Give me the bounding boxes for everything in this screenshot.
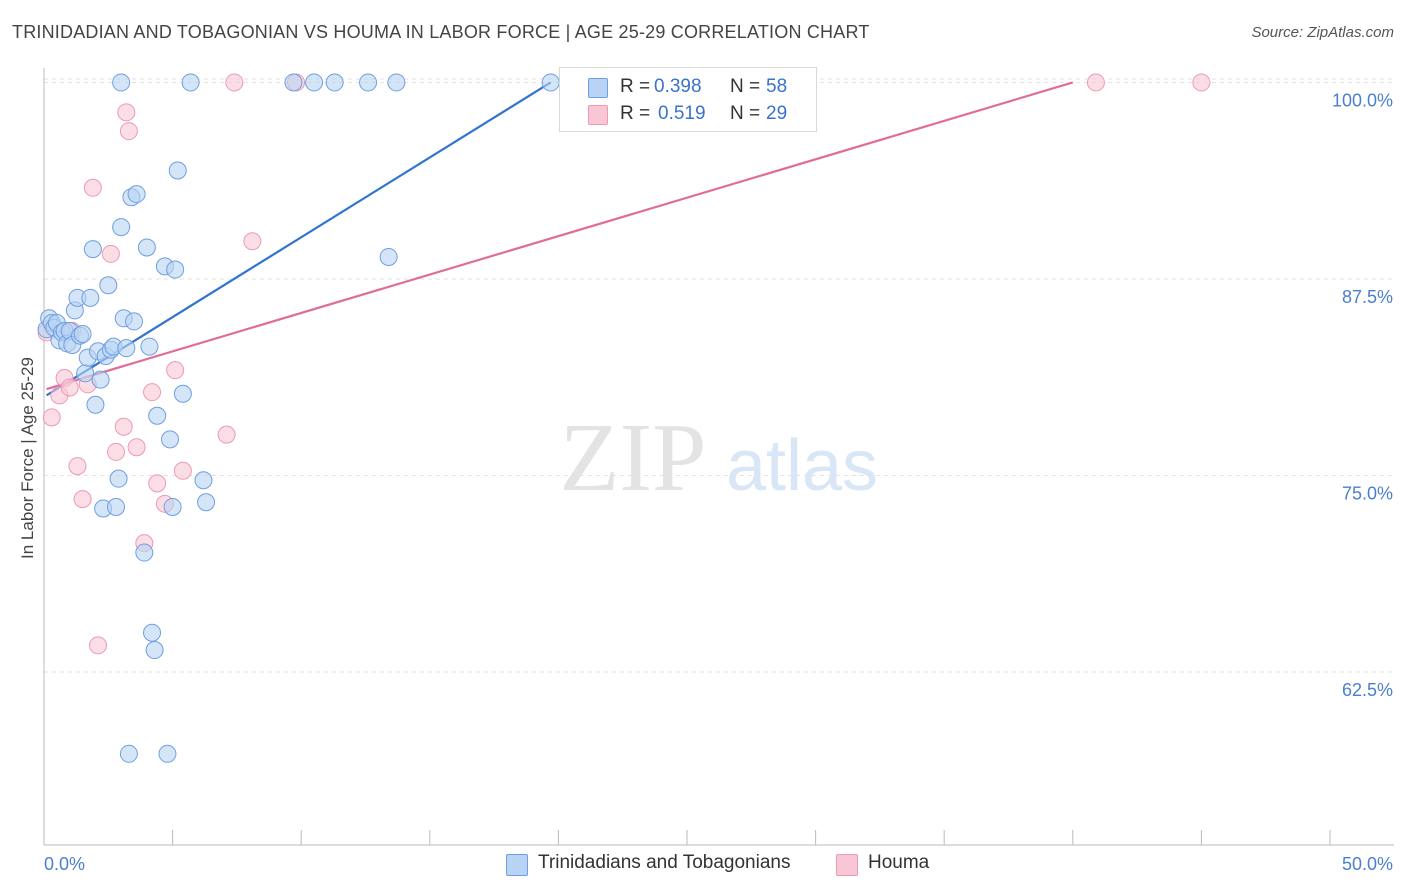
point-trinidadian: [125, 312, 144, 331]
y-tick-label: 100.0%: [1332, 90, 1393, 110]
point-houma: [101, 244, 120, 263]
point-houma: [68, 457, 87, 476]
point-houma: [114, 417, 133, 436]
point-trinidadian: [181, 73, 200, 92]
point-trinidadian: [145, 641, 164, 660]
point-houma: [173, 461, 192, 480]
y-tick-label: 62.5%: [1342, 680, 1393, 700]
point-trinidadian: [76, 364, 95, 383]
point-trinidadian: [197, 493, 216, 512]
point-trinidadian: [387, 73, 406, 92]
point-houma: [143, 383, 162, 402]
chart-title: TRINIDADIAN AND TOBAGONIAN VS HOUMA IN L…: [12, 22, 870, 42]
point-houma: [119, 122, 138, 141]
point-trinidadian: [158, 744, 177, 763]
point-trinidadian: [81, 288, 100, 307]
point-houma: [60, 378, 79, 397]
point-trinidadian: [127, 185, 146, 204]
point-trinidadian: [148, 406, 167, 425]
grid-lines: [44, 78, 1394, 673]
point-trinidadian: [140, 337, 159, 356]
trend-line-houma: [46, 81, 1074, 391]
legend-n-value: 58: [766, 76, 788, 97]
point-trinidadian: [163, 497, 182, 516]
legend-n-label: N =: [730, 76, 761, 97]
point-houma: [42, 408, 61, 427]
point-houma: [217, 425, 236, 444]
point-houma: [225, 73, 244, 92]
legend-r-value: 0.398: [654, 76, 702, 97]
y-tick-label: 75.0%: [1342, 484, 1393, 504]
point-houma: [89, 636, 108, 655]
legend-r-label: R =: [620, 103, 651, 124]
legend-r-value: 0.519: [658, 103, 706, 124]
point-houma: [1086, 73, 1105, 92]
point-trinidadian: [161, 430, 180, 449]
bottom-legend-swatch-pink: [836, 854, 858, 876]
correlation-legend: R = 0.398 N = 58 R = 0.519 N = 29: [559, 67, 817, 132]
axes: [43, 68, 1394, 846]
point-trinidadian: [91, 370, 110, 389]
point-trinidadian: [119, 744, 138, 763]
point-trinidadian: [194, 471, 213, 490]
point-trinidadian: [379, 247, 398, 266]
tick-labels: 62.5% 75.0% 87.5% 100.0% 0.0% 50.0%: [44, 90, 1393, 874]
point-trinidadian: [137, 238, 156, 257]
point-houma: [148, 474, 167, 493]
point-trinidadian: [112, 73, 131, 92]
point-trinidadian: [83, 240, 102, 259]
point-trinidadian: [143, 623, 162, 642]
point-trinidadian: [107, 497, 126, 516]
point-houma: [166, 361, 185, 380]
point-houma: [127, 438, 146, 457]
bottom-legend-label: Trinidadians and Tobagonians: [538, 852, 791, 873]
watermark-zip: ZIP: [560, 404, 707, 512]
point-houma: [83, 178, 102, 197]
point-houma: [1192, 73, 1211, 92]
point-trinidadian: [325, 73, 344, 92]
point-trinidadian: [99, 276, 118, 295]
point-trinidadian: [284, 73, 303, 92]
legend-swatch-blue: [588, 78, 608, 98]
point-houma: [117, 103, 136, 122]
legend-n-label: N =: [730, 103, 761, 124]
bottom-legend-swatch-blue: [506, 854, 528, 876]
point-trinidadian: [109, 469, 128, 488]
watermark-atlas: atlas: [726, 426, 878, 506]
x-tick-label: 0.0%: [44, 854, 85, 874]
point-trinidadian: [112, 218, 131, 237]
point-trinidadian: [305, 73, 324, 92]
point-trinidadian: [166, 260, 185, 279]
bottom-legend-label: Houma: [868, 852, 930, 873]
point-houma: [73, 490, 92, 509]
point-houma: [107, 442, 126, 461]
legend-swatch-pink: [588, 105, 608, 125]
legend-r-label: R =: [620, 76, 651, 97]
point-trinidadian: [86, 395, 105, 414]
watermark: ZIP atlas: [560, 404, 879, 512]
point-trinidadian: [73, 325, 92, 344]
point-trinidadian: [359, 73, 378, 92]
data-points: [37, 73, 1211, 763]
legend-n-value: 29: [766, 103, 788, 124]
point-trinidadian: [541, 73, 560, 92]
point-trinidadian: [117, 339, 136, 358]
y-tick-label: 87.5%: [1342, 287, 1393, 307]
point-trinidadian: [135, 543, 154, 562]
source-note[interactable]: Source: ZipAtlas.com: [1251, 24, 1394, 41]
point-houma: [243, 232, 262, 251]
x-tick-label: 50.0%: [1342, 854, 1393, 874]
point-trinidadian: [168, 161, 187, 180]
point-trinidadian: [173, 384, 192, 403]
